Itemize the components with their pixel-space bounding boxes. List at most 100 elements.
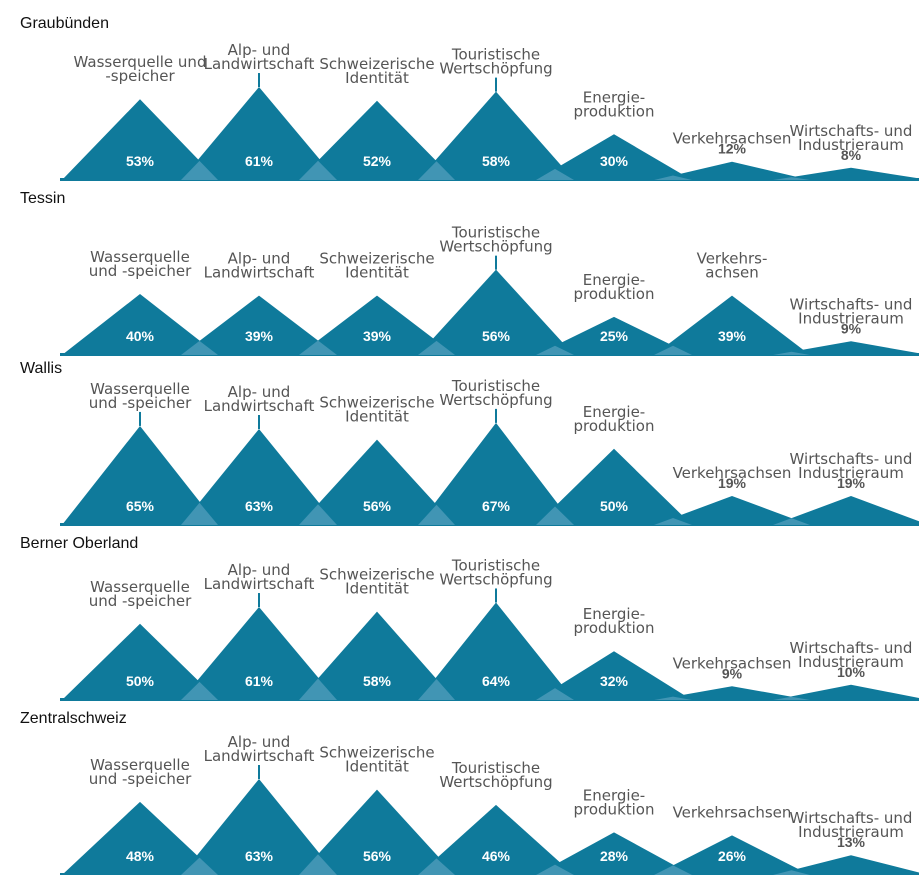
category-label: Landwirtschaft <box>204 55 315 73</box>
peak-4 <box>536 448 692 525</box>
value-label: 46% <box>482 848 511 864</box>
peak-2 <box>299 611 455 700</box>
region-title: Berner Oberland <box>20 535 138 552</box>
category-label: Wertschöpfung <box>439 238 552 256</box>
category-label: Schweizerische <box>319 566 434 584</box>
category-label: Industrieraum <box>798 309 904 327</box>
category-label: Verkehrs- <box>697 250 768 268</box>
peak-6 <box>773 341 919 355</box>
category-label: Wasserquelle <box>90 248 190 266</box>
peak-overlap <box>299 678 337 700</box>
category-label: Verkehrsachsen <box>673 803 792 821</box>
value-label: 52% <box>363 153 392 169</box>
peak-overlap <box>181 857 218 875</box>
value-label: 26% <box>718 848 747 864</box>
category-label: Alp- und <box>228 41 291 59</box>
peak-3 <box>418 269 574 355</box>
value-label: 48% <box>126 848 155 864</box>
peak-overlap <box>773 696 810 700</box>
peak-2 <box>299 295 455 355</box>
value-label: 56% <box>363 498 392 514</box>
peak-overlap <box>536 864 574 875</box>
category-label: produktion <box>574 800 655 818</box>
category-label: Wasserquelle und <box>74 53 207 71</box>
peak-3 <box>418 602 574 700</box>
peak-0 <box>62 623 218 700</box>
category-label: Verkehrsachsen <box>673 130 792 148</box>
peak-1 <box>181 428 337 525</box>
peak-overlap <box>536 345 574 355</box>
category-label: Landwirtschaft <box>204 747 315 765</box>
category-label: Wirtschafts- und <box>790 809 913 827</box>
peak-overlap <box>181 502 218 525</box>
category-label: Identität <box>345 580 409 598</box>
category-label: produktion <box>574 102 655 120</box>
value-label: 61% <box>245 673 274 689</box>
peak-overlap <box>299 854 337 875</box>
peak-3 <box>418 422 574 525</box>
category-label: Wirtschafts- und <box>790 295 913 313</box>
category-label: Industrieraum <box>798 136 904 154</box>
peak-overlap <box>418 858 455 875</box>
value-label: 13% <box>837 834 866 850</box>
value-label: 39% <box>718 328 747 344</box>
peak-6 <box>773 855 919 875</box>
category-label: produktion <box>574 285 655 303</box>
category-label: und -speicher <box>89 394 192 412</box>
category-label: Verkehrsachsen <box>673 464 792 482</box>
region-title: Wallis <box>20 360 62 377</box>
region-title: Graubünden <box>20 15 109 32</box>
peak-5 <box>654 295 810 355</box>
value-label: 19% <box>837 475 866 491</box>
category-label: Schweizerische <box>319 744 434 762</box>
category-label: Wertschöpfung <box>439 60 552 78</box>
peak-overlap <box>418 340 455 355</box>
value-label: 8% <box>841 147 862 163</box>
peak-1 <box>181 295 337 355</box>
peak-1 <box>181 778 337 875</box>
peak-overlap <box>654 865 692 875</box>
category-label: -speicher <box>105 67 175 85</box>
peak-2 <box>299 439 455 525</box>
category-label: Alp- und <box>228 733 291 751</box>
category-label: Landwirtschaft <box>204 397 315 415</box>
value-label: 58% <box>363 673 392 689</box>
value-label: 9% <box>722 665 743 681</box>
category-label: achsen <box>705 264 759 282</box>
category-label: Alp- und <box>228 250 291 268</box>
category-label: Industrieraum <box>798 653 904 671</box>
value-label: 63% <box>245 498 274 514</box>
category-label: Schweizerische <box>319 250 434 268</box>
peak-5 <box>654 161 810 180</box>
region-title: Zentralschweiz <box>20 710 127 727</box>
category-label: und -speicher <box>89 592 192 610</box>
category-label: Wasserquelle <box>90 578 190 596</box>
category-label: Landwirtschaft <box>204 575 315 593</box>
region-panel-0: Graubünden Wasserquelle und-speicher 53% Al… <box>20 15 919 181</box>
peak-overlap <box>773 351 810 355</box>
peak-overlap <box>654 175 692 180</box>
peak-overlap <box>418 504 455 525</box>
category-label: Industrieraum <box>798 823 904 841</box>
category-label: Alp- und <box>228 383 291 401</box>
peak-4 <box>536 832 692 875</box>
peak-0 <box>62 425 218 525</box>
category-label: Wertschöpfung <box>439 391 552 409</box>
value-label: 28% <box>600 848 629 864</box>
category-label: Wasserquelle <box>90 756 190 774</box>
peak-overlap <box>773 177 810 180</box>
category-label: produktion <box>574 417 655 435</box>
peak-overlap <box>181 160 218 180</box>
category-label: Schweizerische <box>319 55 434 73</box>
category-label: Energie- <box>583 786 645 804</box>
value-label: 65% <box>126 498 155 514</box>
peak-overlap <box>536 506 574 525</box>
peak-overlap <box>654 345 692 355</box>
value-label: 9% <box>841 320 862 336</box>
category-label: Alp- und <box>228 561 291 579</box>
peak-overlap <box>299 340 337 355</box>
peak-4 <box>536 316 692 355</box>
peak-0 <box>62 99 218 180</box>
